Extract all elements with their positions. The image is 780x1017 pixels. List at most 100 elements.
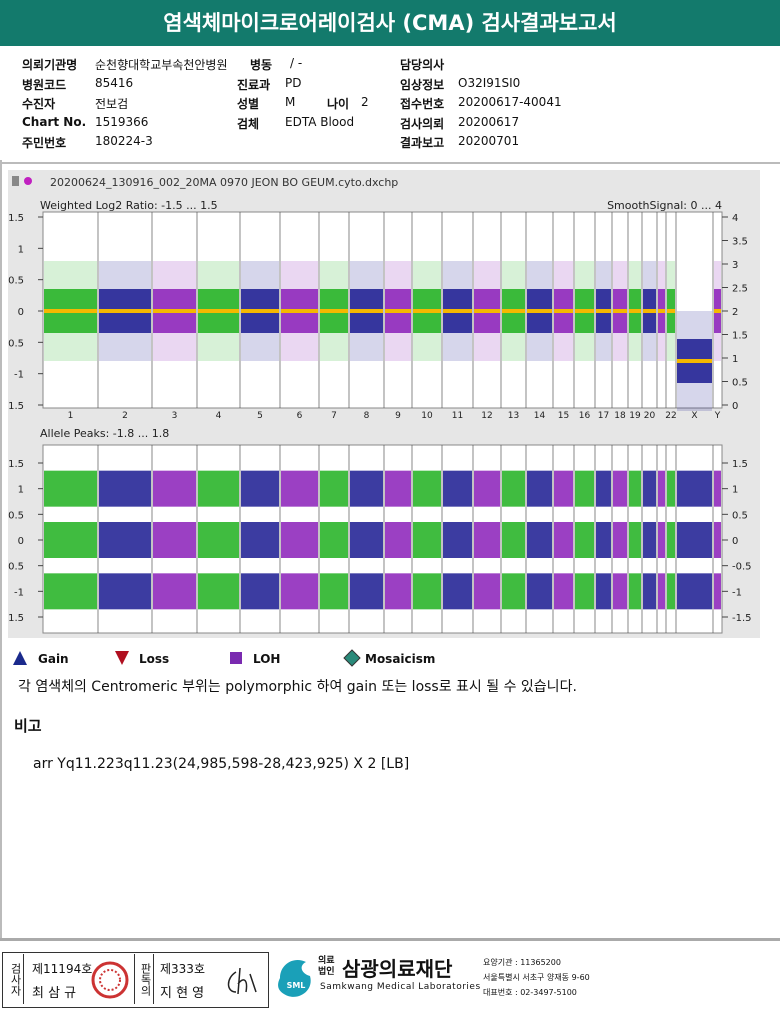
mosaicism-icon — [343, 649, 361, 667]
allele-band — [44, 522, 97, 558]
chromosome-label: 8 — [364, 411, 370, 421]
chromosome-label: 9 — [395, 411, 401, 421]
panel-title: Allele Peaks: -1.8 ... 1.8 — [40, 427, 169, 440]
field-label: 임상정보 — [400, 78, 445, 92]
allele-band — [667, 470, 675, 507]
tick-label: -1 — [14, 370, 24, 381]
allele-band — [241, 573, 279, 610]
allele-band — [667, 522, 675, 558]
tick-label: 3.5 — [732, 237, 748, 248]
chromosome-label: 20 — [644, 411, 656, 421]
allele-band — [474, 522, 500, 558]
chromosome-label: 15 — [558, 411, 569, 421]
allele-band — [613, 522, 627, 558]
allele-band — [198, 573, 239, 610]
allele-band — [575, 470, 594, 507]
allele-band — [677, 573, 712, 610]
allele-band — [629, 573, 641, 610]
remarks-title: 비고 — [14, 717, 42, 735]
panel-subtitle: SmoothSignal: 0 ... 4 — [607, 199, 722, 212]
chromosome-label: 17 — [598, 411, 609, 421]
logo-mark: SML — [278, 959, 311, 997]
allele-band — [643, 573, 656, 610]
field-label: 병원코드 — [22, 78, 67, 92]
file-icon — [12, 176, 19, 186]
field-value: 20200617-40041 — [458, 95, 562, 109]
allele-band — [198, 522, 239, 558]
chromosome-label: 7 — [331, 411, 337, 421]
field-label: 나이 — [327, 97, 350, 111]
allele-band — [474, 470, 500, 507]
tick-label: -0.5 — [8, 338, 24, 349]
field-value: PD — [285, 76, 302, 90]
allele-band — [281, 573, 318, 610]
allele-band — [596, 522, 611, 558]
chromosome-label: 3 — [172, 411, 178, 421]
allele-band — [443, 470, 472, 507]
tick-label: -1.5 — [8, 613, 24, 624]
allele-band — [527, 573, 552, 610]
org-address: 서울특별시 서초구 양재동 9-60 — [483, 973, 590, 982]
file-name: 20200624_130916_002_20MA 0970 JEON BO GE… — [50, 176, 398, 189]
chromosome-label: 14 — [534, 411, 546, 421]
tick-label: 0 — [732, 401, 738, 412]
tick-label: 1.5 — [732, 331, 748, 342]
loh-icon — [230, 652, 242, 664]
allele-band — [575, 522, 594, 558]
allele-band — [413, 573, 441, 610]
allele-band — [320, 573, 348, 610]
allele-band — [596, 470, 611, 507]
allele-band — [153, 470, 196, 507]
field-label: 결과보고 — [400, 136, 445, 150]
panel-title: Weighted Log2 Ratio: -1.5 ... 1.5 — [40, 199, 218, 212]
chromosome-label: 2 — [122, 411, 128, 421]
allele-band — [413, 522, 441, 558]
note: 각 염색체의 Centromeric 부위는 polymorphic 하여 ga… — [18, 679, 577, 695]
left-border — [0, 160, 2, 938]
org-code: 요양기관 : 11365200 — [483, 958, 561, 967]
allele-band — [502, 573, 525, 610]
field-value: 전보검 — [95, 97, 129, 111]
chromosome-label: 13 — [508, 411, 519, 421]
field-value: / - — [290, 56, 303, 70]
field-label: 검사의뢰 — [400, 117, 445, 131]
tick-label: 1 — [18, 244, 24, 255]
file-icon — [24, 177, 32, 185]
allele-band — [502, 470, 525, 507]
allele-band — [502, 522, 525, 558]
chromosome-label: 12 — [481, 411, 492, 421]
field-value: 1519366 — [95, 115, 149, 129]
allele-band — [554, 573, 573, 610]
org-name: 삼광의료재단 — [342, 957, 453, 981]
allele-band — [613, 573, 627, 610]
allele-band — [385, 573, 411, 610]
seal — [91, 961, 129, 999]
allele-band — [613, 470, 627, 507]
tick-label: 0.5 — [8, 510, 24, 521]
allele-band — [443, 522, 472, 558]
allele-band — [241, 470, 279, 507]
signature-box — [2, 952, 269, 1008]
org-name-en: Samkwang Medical Laboratories — [320, 982, 481, 992]
allele-band — [575, 573, 594, 610]
tick-label: -1.5 — [8, 401, 24, 412]
allele-band — [658, 573, 665, 610]
field-value: 20200617 — [458, 115, 520, 129]
allele-band — [714, 573, 721, 610]
person-name: 지 현 영 — [160, 986, 205, 1001]
tick-label: -1 — [14, 587, 24, 598]
allele-band — [629, 522, 641, 558]
field-label: 접수번호 — [400, 97, 445, 111]
tick-label: 3 — [732, 260, 738, 271]
chromosome-label: 10 — [421, 411, 433, 421]
signature — [227, 967, 257, 995]
allele-band — [554, 470, 573, 507]
allele-band — [596, 573, 611, 610]
chromosome-label: 4 — [216, 411, 222, 421]
tick-label: 1 — [732, 485, 738, 496]
tick-label: 0 — [18, 536, 24, 547]
field-value: M — [285, 95, 296, 109]
role-label: 검사자 — [5, 954, 24, 1004]
org-type: 의료법인 — [318, 956, 335, 977]
